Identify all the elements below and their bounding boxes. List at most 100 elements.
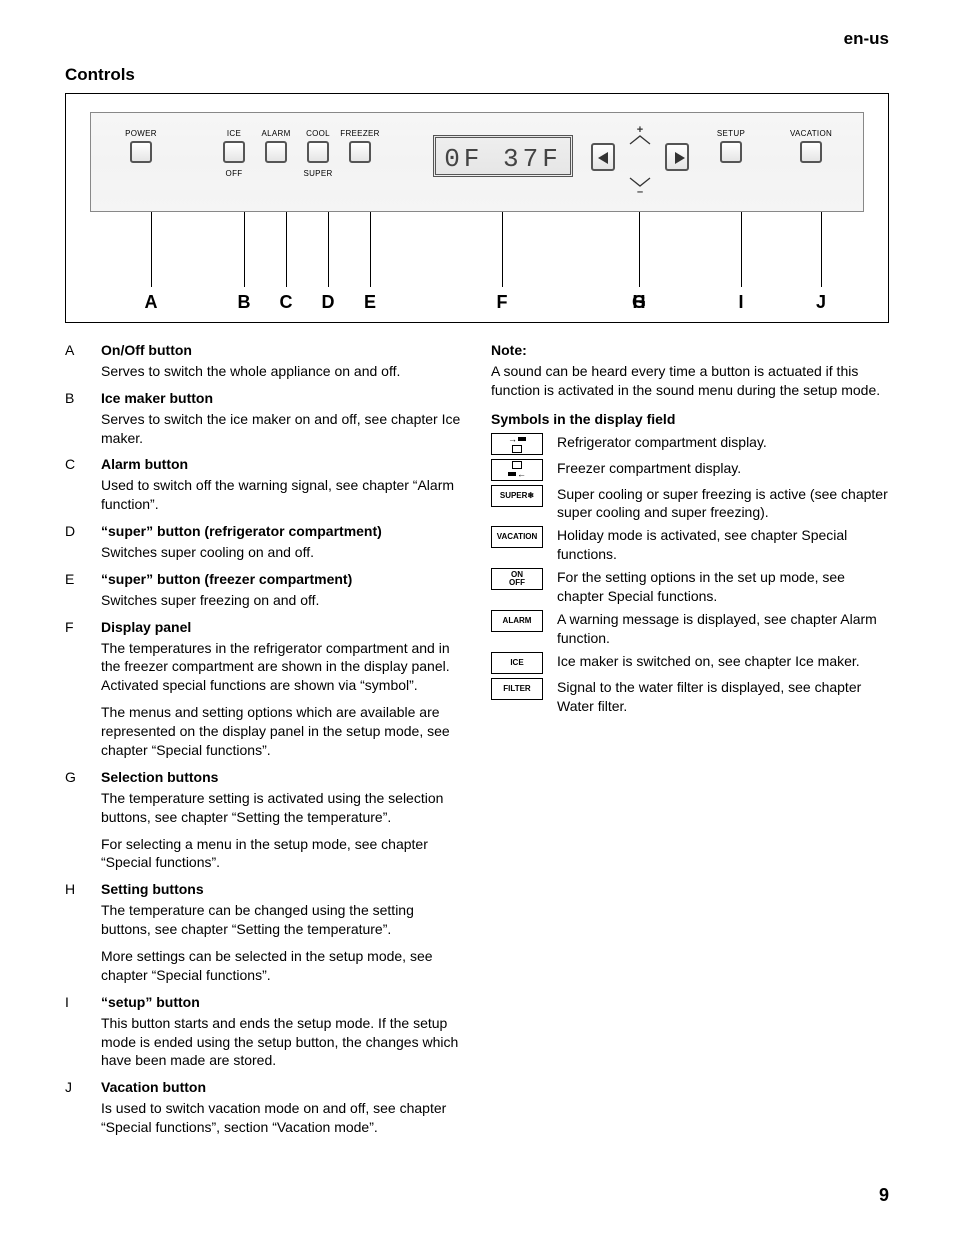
note-text: A sound can be heard every time a button… — [491, 362, 889, 400]
symbol-row: VACATION Holiday mode is activated, see c… — [491, 526, 889, 564]
callout-line — [741, 212, 742, 287]
control-term: Setting buttons — [101, 880, 463, 899]
control-desc: The menus and setting options which are … — [101, 703, 463, 760]
callout-line — [328, 212, 329, 287]
chevron-down-icon — [628, 173, 652, 183]
control-term: On/Off button — [101, 341, 463, 360]
panel-button — [223, 141, 245, 163]
callout-line — [502, 212, 503, 287]
control-desc: Switches super freezing on and off. — [101, 591, 463, 610]
control-panel: POWERICEALARMCOOLFREEZEROFFSUPERSETUPVAC… — [90, 112, 864, 212]
left-column: A On/Off button Serves to switch the whole… — [65, 341, 463, 1143]
panel-button — [307, 141, 329, 163]
callout-line — [639, 212, 640, 287]
symbol-icon: SUPER❄ — [491, 485, 543, 507]
callout-line — [244, 212, 245, 287]
symbol-text: Signal to the water filter is displayed,… — [557, 678, 889, 716]
callout-letter: H — [633, 290, 646, 314]
symbols-heading: Symbols in the display field — [491, 410, 889, 429]
callout-letter: I — [738, 290, 743, 314]
callout-letter: A — [145, 290, 158, 314]
panel-button — [800, 141, 822, 163]
symbol-icon: FILTER — [491, 678, 543, 700]
control-term: “super” button (refrigerator compartment… — [101, 522, 463, 541]
panel-label: SUPER — [303, 169, 332, 180]
symbol-row: ON OFF For the setting options in the set… — [491, 568, 889, 606]
control-desc: For selecting a menu in the setup mode, … — [101, 835, 463, 873]
symbol-text: Super cooling or super freezing is activ… — [557, 485, 889, 523]
symbol-icon: ICE — [491, 652, 543, 674]
control-desc: Serves to switch the ice maker on and of… — [101, 410, 463, 448]
callout-letter: D — [322, 290, 335, 314]
callout-letter: B — [238, 290, 251, 314]
panel-label: VACATION — [790, 129, 832, 140]
symbol-text: Holiday mode is activated, see chapter S… — [557, 526, 889, 564]
control-letter: A — [65, 341, 91, 360]
controls-diagram: POWERICEALARMCOOLFREEZEROFFSUPERSETUPVAC… — [65, 93, 889, 323]
control-desc: The temperature setting is activated usi… — [101, 789, 463, 827]
control-desc: Used to switch off the warning signal, s… — [101, 476, 463, 514]
symbol-text: Refrigerator compartment display. — [557, 433, 889, 452]
control-letter: I — [65, 993, 91, 1012]
control-desc: Switches super cooling on and off. — [101, 543, 463, 562]
symbol-text: Ice maker is switched on, see chapter Ic… — [557, 652, 889, 671]
symbol-icon: ALARM — [491, 610, 543, 632]
minus-icon: – — [637, 185, 643, 200]
control-letter: E — [65, 570, 91, 589]
symbol-row: FILTER Signal to the water filter is disp… — [491, 678, 889, 716]
control-desc: Is used to switch vacation mode on and o… — [101, 1099, 463, 1137]
panel-button — [349, 141, 371, 163]
control-term: Ice maker button — [101, 389, 463, 408]
lcd-display: 0F 37F — [433, 135, 573, 177]
control-desc: More settings can be selected in the set… — [101, 947, 463, 985]
symbol-icon: ← — [491, 459, 543, 481]
callout-letter: J — [816, 290, 826, 314]
control-desc: The temperatures in the refrigerator com… — [101, 639, 463, 696]
control-letter: J — [65, 1078, 91, 1097]
control-term: Alarm button — [101, 455, 463, 474]
left-arrow-button — [591, 143, 615, 171]
symbol-row: SUPER❄ Super cooling or super freezing is… — [491, 485, 889, 523]
callout-letter: C — [280, 290, 293, 314]
control-term: “setup” button — [101, 993, 463, 1012]
panel-label: COOL — [306, 129, 330, 140]
symbol-row: ICE Ice maker is switched on, see chapter… — [491, 652, 889, 674]
callout-letter: F — [497, 290, 508, 314]
panel-label: SETUP — [717, 129, 745, 140]
panel-label: ALARM — [261, 129, 290, 140]
control-letter: D — [65, 522, 91, 541]
symbol-row: → Refrigerator compartment display. — [491, 433, 889, 455]
right-column: Note: A sound can be heard every time a … — [491, 341, 889, 1143]
locale-label: en-us — [844, 28, 889, 51]
symbol-text: For the setting options in the set up mo… — [557, 568, 889, 606]
symbol-icon: → — [491, 433, 543, 455]
control-letter: F — [65, 618, 91, 637]
symbol-text: A warning message is displayed, see chap… — [557, 610, 889, 648]
symbol-row: ←Freezer compartment display. — [491, 459, 889, 481]
note-heading: Note: — [491, 341, 889, 360]
symbol-icon: ON OFF — [491, 568, 543, 590]
panel-label: POWER — [125, 129, 157, 140]
right-arrow-button — [665, 143, 689, 171]
callout-line — [286, 212, 287, 287]
callout-line — [370, 212, 371, 287]
panel-button — [265, 141, 287, 163]
callout-line — [151, 212, 152, 287]
callout-letter: E — [364, 290, 376, 314]
panel-label: OFF — [226, 169, 243, 180]
control-letter: H — [65, 880, 91, 899]
panel-button — [720, 141, 742, 163]
symbol-icon: VACATION — [491, 526, 543, 548]
control-term: “super” button (freezer compartment) — [101, 570, 463, 589]
control-letter: C — [65, 455, 91, 474]
panel-button — [130, 141, 152, 163]
panel-label: ICE — [227, 129, 241, 140]
page-number: 9 — [879, 1183, 889, 1207]
symbol-row: ALARM A warning message is displayed, see… — [491, 610, 889, 648]
control-letter: B — [65, 389, 91, 408]
chevron-up-icon — [628, 131, 652, 141]
callout-line — [821, 212, 822, 287]
control-desc: Serves to switch the whole appliance on … — [101, 362, 463, 381]
section-heading: Controls — [65, 64, 889, 87]
control-desc: This button starts and ends the setup mo… — [101, 1014, 463, 1071]
